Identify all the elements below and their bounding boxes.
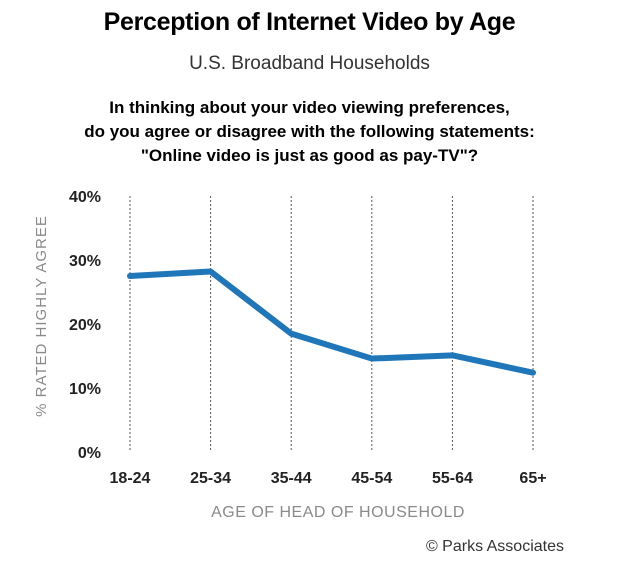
y-tick-label: 20% — [69, 317, 101, 334]
y-tick-label: 30% — [69, 253, 101, 270]
question-line-2: do you agree or disagree with the follow… — [84, 122, 535, 141]
x-tick-label: 55-64 — [432, 470, 473, 487]
y-tick-label: 40% — [69, 189, 101, 206]
copyright-credit: © Parks Associates — [425, 538, 564, 555]
x-tick-label: 25-34 — [190, 470, 231, 487]
x-tick-label: 35-44 — [271, 470, 312, 487]
chart-title: Perception of Internet Video by Age — [103, 8, 516, 36]
series-line-0 — [127, 268, 536, 376]
question-line-1: In thinking about your video viewing pre… — [109, 98, 510, 117]
x-tick-label: 65+ — [519, 470, 546, 487]
y-tick-label: 10% — [69, 381, 101, 398]
chart-subtitle: U.S. Broadband Households — [189, 53, 430, 74]
y-tick-label: 0% — [78, 445, 101, 462]
x-axis-label: AGE OF HEAD OF HOUSEHOLD — [211, 504, 465, 521]
x-tick-label: 18-24 — [110, 470, 151, 487]
question-line-3: "Online video is just as good as pay-TV"… — [140, 146, 479, 165]
survey-question: In thinking about your video viewing pre… — [0, 96, 619, 168]
y-axis-label: % RATED HIGHLY AGREE — [33, 215, 50, 417]
x-tick-label: 45-54 — [351, 470, 392, 487]
